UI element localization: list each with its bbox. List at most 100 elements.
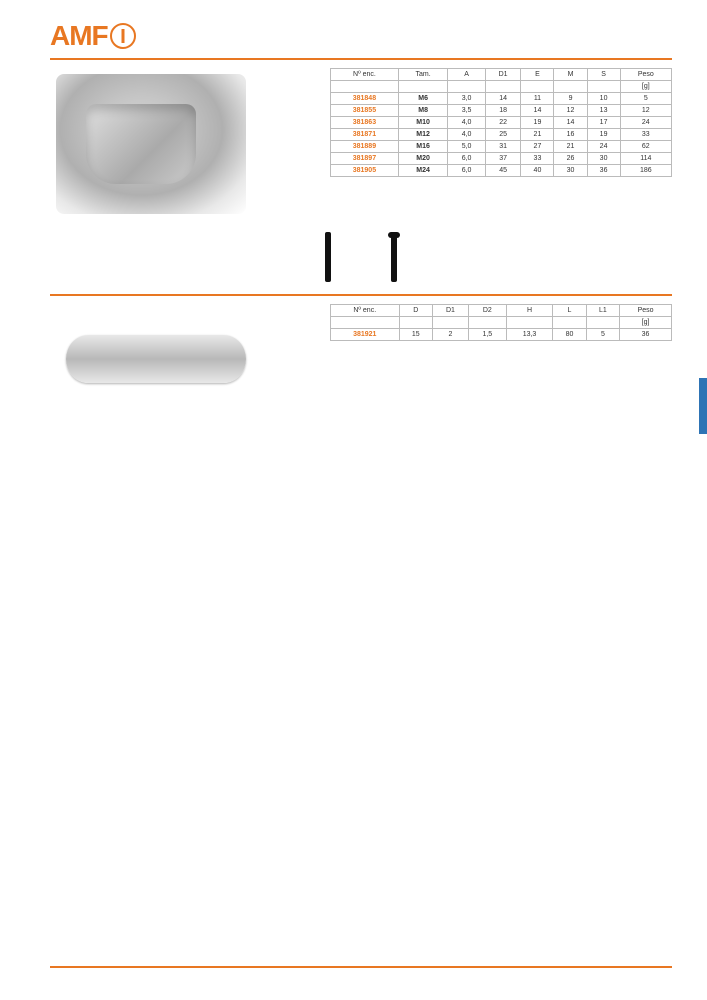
table-unit — [586, 317, 619, 329]
table-cell: 25 — [485, 129, 521, 141]
accessories-row — [50, 232, 672, 282]
table-header: Tam. — [398, 69, 448, 81]
table-cell: 24 — [587, 141, 620, 153]
footer — [50, 966, 672, 972]
table-cell: 2 — [432, 329, 468, 341]
table-cell: 80 — [553, 329, 586, 341]
table-cell: 30 — [554, 165, 587, 177]
table-cell: 24 — [620, 117, 671, 129]
spec-table-2: Nº enc.DD1D2HLL1Peso[g]3819211521,513,38… — [330, 304, 672, 341]
table-cell: M8 — [398, 105, 448, 117]
table-cell: M12 — [398, 129, 448, 141]
table-cell: 381855 — [331, 105, 399, 117]
table-header: D2 — [468, 305, 506, 317]
table-unit — [398, 81, 448, 93]
table-cell: 381905 — [331, 165, 399, 177]
table-cell: 5 — [586, 329, 619, 341]
section-collar-nut: Nº enc.Tam.AD1EMSPeso[g]381848M63,014119… — [50, 68, 672, 282]
table-cell: 14 — [554, 117, 587, 129]
table-header: S — [587, 69, 620, 81]
table-cell: 30 — [587, 153, 620, 165]
table-unit — [331, 317, 400, 329]
table-cell: 33 — [620, 129, 671, 141]
table-cell: 37 — [485, 153, 521, 165]
table-header: H — [506, 305, 553, 317]
accessory-screw — [391, 232, 397, 282]
table-cell: 381863 — [331, 117, 399, 129]
table-row: 381905M246,045403036186 — [331, 165, 672, 177]
table-cell: M24 — [398, 165, 448, 177]
spec-table-1: Nº enc.Tam.AD1EMSPeso[g]381848M63,014119… — [330, 68, 672, 177]
table-row: 381855M83,51814121312 — [331, 105, 672, 117]
table-header: D1 — [432, 305, 468, 317]
table-cell: 5 — [620, 93, 671, 105]
pin-icon — [325, 232, 331, 282]
table-header: Peso — [620, 69, 671, 81]
table-cell: 14 — [521, 105, 554, 117]
table-header: M — [554, 69, 587, 81]
table-cell: 6,0 — [448, 153, 485, 165]
table-cell: 18 — [485, 105, 521, 117]
table-cell: 10 — [587, 93, 620, 105]
table-cell: 186 — [620, 165, 671, 177]
table-unit — [521, 81, 554, 93]
table-cell: 4,0 — [448, 117, 485, 129]
section-handle: Nº enc.DD1D2HLL1Peso[g]3819211521,513,38… — [50, 304, 672, 410]
table-header: Nº enc. — [331, 305, 400, 317]
table-cell: 381871 — [331, 129, 399, 141]
table-cell: M16 — [398, 141, 448, 153]
table-cell: 5,0 — [448, 141, 485, 153]
table-cell: 31 — [485, 141, 521, 153]
table-cell: 21 — [554, 141, 587, 153]
table-cell: 6,0 — [448, 165, 485, 177]
table-cell: 21 — [521, 129, 554, 141]
side-tab — [699, 378, 707, 434]
table-cell: 12 — [554, 105, 587, 117]
table-cell: 17 — [587, 117, 620, 129]
table-cell: 19 — [521, 117, 554, 129]
product-image-nut — [56, 74, 246, 214]
table-cell: 33 — [521, 153, 554, 165]
table-cell: 36 — [587, 165, 620, 177]
table-cell: 3,0 — [448, 93, 485, 105]
table-row: 381897M206,037332630114 — [331, 153, 672, 165]
table-cell: M6 — [398, 93, 448, 105]
table-header: D1 — [485, 69, 521, 81]
table-unit — [553, 317, 586, 329]
table-cell: 45 — [485, 165, 521, 177]
table-cell: M20 — [398, 153, 448, 165]
table-cell: 40 — [521, 165, 554, 177]
product-image-handle — [56, 310, 256, 410]
table-cell: 14 — [485, 93, 521, 105]
table-cell: 381889 — [331, 141, 399, 153]
table-unit: [g] — [620, 317, 672, 329]
table-cell: 13 — [587, 105, 620, 117]
table-cell: 381921 — [331, 329, 400, 341]
screw-icon — [391, 232, 397, 282]
table-cell: 36 — [620, 329, 672, 341]
table-header: A — [448, 69, 485, 81]
table-cell: 381848 — [331, 93, 399, 105]
table-cell: 15 — [399, 329, 432, 341]
table-header: L1 — [586, 305, 619, 317]
table-row: 381889M165,03127212462 — [331, 141, 672, 153]
table-cell: 26 — [554, 153, 587, 165]
table-unit — [485, 81, 521, 93]
table-cell: 4,0 — [448, 129, 485, 141]
logo: AMF — [50, 20, 672, 52]
accessory-pin — [325, 232, 331, 282]
logo-text: AMF — [50, 20, 108, 52]
table-row: 381848M63,014119105 — [331, 93, 672, 105]
table-cell: 19 — [587, 129, 620, 141]
table-row: 3819211521,513,380536 — [331, 329, 672, 341]
top-divider — [50, 58, 672, 60]
table-header: L — [553, 305, 586, 317]
table-cell: 114 — [620, 153, 671, 165]
table-header: E — [521, 69, 554, 81]
table-unit — [468, 317, 506, 329]
table-cell: 381897 — [331, 153, 399, 165]
table-cell: M10 — [398, 117, 448, 129]
logo-icon — [110, 23, 136, 49]
table-unit — [331, 81, 399, 93]
table-cell: 62 — [620, 141, 671, 153]
